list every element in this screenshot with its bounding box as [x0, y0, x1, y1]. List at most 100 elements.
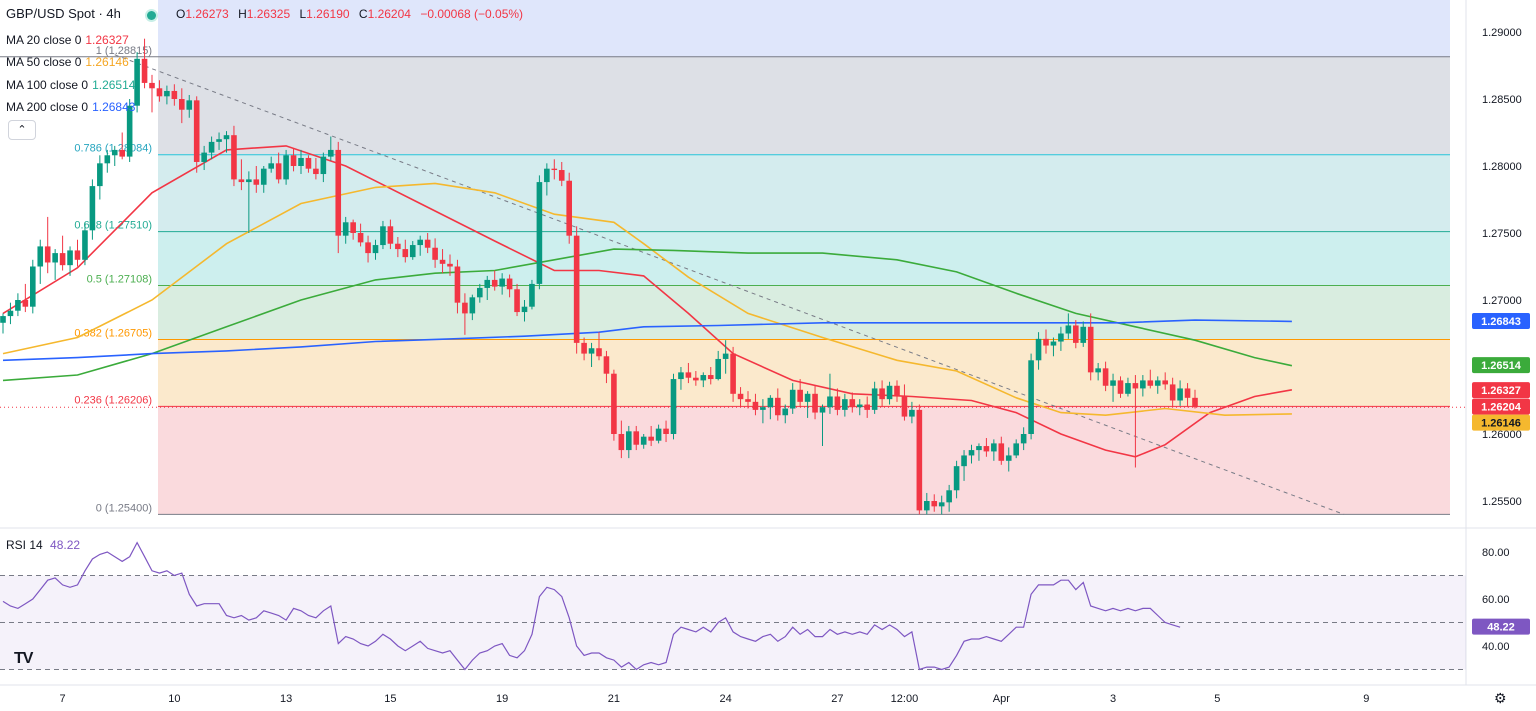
candle-body — [126, 105, 133, 157]
candle-body — [856, 404, 863, 408]
candle-body — [201, 152, 207, 162]
price-grid — [0, 0, 1536, 686]
candle-body — [387, 226, 394, 244]
time-axis[interactable]: 7 10 13 15 19 21 24 27 12:00 Apr 3 5 9 — [60, 693, 1370, 705]
price-tick: 1.27000 — [1482, 295, 1522, 307]
price-badge — [1472, 313, 1530, 330]
candle-body — [1013, 443, 1019, 456]
time-tick: Apr — [993, 693, 1010, 705]
candle-body — [246, 179, 252, 183]
ohlc-readout: O1.26273 H1.26325 L1.26190 C1.26204 −0.0… — [176, 7, 529, 21]
candle-body — [275, 163, 282, 180]
gear-icon[interactable]: ⚙ — [1494, 690, 1507, 706]
candle-body — [961, 455, 967, 467]
time-tick: 9 — [1363, 693, 1369, 705]
candle-body — [879, 388, 885, 400]
price-axis[interactable]: 1.29000 1.28500 1.28000 1.27500 1.27000 1.265… — [1482, 27, 1522, 508]
open-label: O — [176, 7, 186, 21]
candle-body — [104, 155, 111, 164]
ma50-label: MA 50 close 0 — [6, 55, 82, 69]
candle-body — [573, 235, 580, 343]
fib-zone — [158, 56, 1450, 155]
candle-body — [357, 233, 364, 243]
candle-body — [909, 409, 915, 417]
price-badge-text: 1.26514 — [1481, 360, 1522, 372]
price-badge — [1472, 382, 1530, 399]
close-label: C — [358, 7, 368, 21]
low-value: 1.26190 — [306, 7, 350, 21]
high-label: H — [238, 7, 247, 21]
legend-ma200[interactable]: MA 200 close 0 1.26843 — [6, 100, 135, 114]
candle-body — [849, 399, 856, 408]
price-tick: 1.26000 — [1482, 429, 1522, 441]
candle-body — [350, 222, 356, 233]
candle-body — [722, 353, 729, 359]
candle-body — [439, 259, 446, 264]
candle-body — [789, 389, 796, 409]
candle-body — [447, 263, 453, 267]
symbol-title: GBP/USD Spot · 4h — [6, 6, 121, 21]
candle-body — [156, 88, 163, 97]
candle-body — [231, 135, 237, 180]
time-tick: 5 — [1214, 693, 1220, 705]
candle-body — [685, 372, 692, 378]
market-status-icon — [147, 11, 156, 20]
candle-body — [462, 302, 468, 314]
rsi-legend[interactable]: RSI 14 48.22 — [6, 538, 80, 552]
candle-body — [1132, 383, 1139, 389]
price-badge — [1472, 357, 1530, 374]
fib-top-zone — [158, 0, 1450, 57]
price-tick: 1.28500 — [1482, 94, 1522, 106]
candle-body — [730, 353, 736, 394]
tradingview-logo[interactable]: TV — [14, 650, 33, 668]
candle-body — [484, 279, 491, 288]
candle-body — [298, 157, 304, 166]
candle-body — [693, 377, 699, 381]
candle-body — [1035, 338, 1042, 361]
candle-body — [1102, 368, 1109, 386]
candle-body — [424, 239, 431, 248]
fib-label: 0.382 (1.26705) — [74, 328, 152, 340]
legend-ma50[interactable]: MA 50 close 0 1.26146 — [6, 55, 129, 69]
candle-body — [1147, 380, 1154, 386]
candle-body — [186, 100, 193, 110]
trendline-dashed — [114, 54, 1345, 515]
candle-body — [931, 501, 938, 507]
fib-label: 0.618 (1.27510) — [74, 220, 152, 232]
rsi-badge — [1472, 618, 1530, 635]
close-value: 1.26204 — [367, 7, 411, 21]
rsi-pane[interactable]: 80.00 60.00 40.00 — [0, 541, 1510, 671]
candle-body — [983, 446, 990, 452]
candle-body — [491, 279, 498, 287]
candle-body — [417, 239, 423, 246]
ma20-value: 1.26327 — [85, 33, 129, 47]
candle-body — [834, 396, 841, 410]
price-badge — [1472, 398, 1530, 415]
trendline[interactable] — [114, 54, 1345, 515]
time-tick: 15 — [384, 693, 396, 705]
candle-body — [193, 100, 200, 162]
candle-body — [164, 90, 170, 97]
rsi-tick: 40.00 — [1482, 641, 1510, 653]
collapse-legend-button[interactable]: ⌃ — [8, 120, 36, 140]
candle-body — [59, 253, 66, 266]
candle-body — [827, 396, 833, 408]
fib-zone — [158, 231, 1450, 286]
candle-body — [1169, 384, 1176, 401]
rsi-label: RSI 14 — [6, 538, 43, 552]
candle-body — [134, 58, 140, 106]
rsi-tick: 80.00 — [1482, 547, 1510, 559]
candle-body — [171, 90, 178, 99]
candle-body — [640, 436, 647, 445]
candle-body — [678, 372, 684, 380]
candle-body — [283, 155, 289, 180]
legend-title[interactable]: GBP/USD Spot · 4h — [6, 6, 121, 21]
time-tick: 13 — [280, 693, 292, 705]
candle-body — [22, 300, 29, 307]
legend-ma100[interactable]: MA 100 close 0 1.26514 — [6, 78, 135, 92]
candle-body — [670, 379, 677, 434]
fib-retracement[interactable]: 1 (1.28815) 0.786 (1.28084) 0.618 (1.27510… — [0, 0, 1450, 515]
legend-ma20[interactable]: MA 20 close 0 1.26327 — [6, 33, 129, 47]
ma200-value: 1.26843 — [92, 100, 136, 114]
